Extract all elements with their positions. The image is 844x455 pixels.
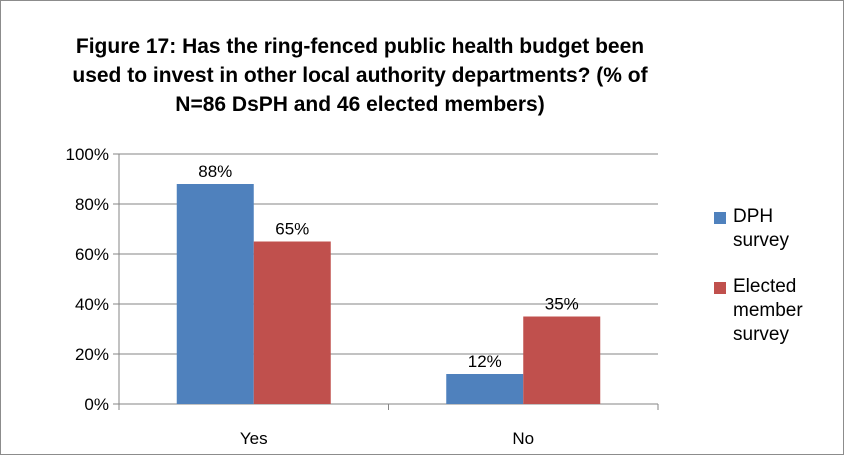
legend-swatch-elected — [714, 282, 726, 294]
x-tick-label: No — [512, 429, 534, 448]
data-label: 65% — [275, 220, 309, 239]
data-label: 35% — [545, 295, 579, 314]
bar — [253, 241, 331, 404]
y-tick-label: 80% — [75, 195, 109, 214]
y-tick-label: 0% — [84, 395, 109, 414]
legend-swatch-dph — [714, 212, 726, 224]
legend-item-dph: DPH survey — [714, 205, 834, 253]
y-tick-label: 20% — [75, 345, 109, 364]
y-tick-label: 40% — [75, 295, 109, 314]
y-tick-label: 100% — [66, 145, 109, 164]
x-tick-label: Yes — [240, 429, 268, 448]
bar — [523, 316, 601, 404]
bar — [446, 374, 524, 404]
chart-title: Figure 17: Has the ring-fenced public he… — [72, 35, 648, 116]
legend-label-elected: Elected member survey — [733, 276, 803, 345]
y-tick-label: 60% — [75, 245, 109, 264]
bar — [176, 184, 254, 404]
legend: DPH survey Elected member survey — [714, 205, 834, 369]
legend-label-dph: DPH survey — [733, 206, 789, 251]
data-label: 88% — [198, 162, 232, 181]
legend-item-elected: Elected member survey — [714, 275, 834, 347]
data-label: 12% — [468, 352, 502, 371]
